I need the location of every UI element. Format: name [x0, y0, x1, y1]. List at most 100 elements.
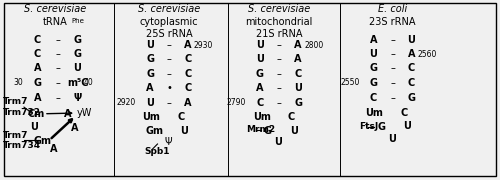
Text: –: – — [55, 78, 60, 88]
Text: G: G — [294, 98, 302, 108]
Text: U: U — [180, 125, 188, 136]
Text: C: C — [178, 112, 184, 122]
Text: U: U — [146, 98, 154, 108]
Text: –: – — [390, 78, 395, 88]
Text: A: A — [34, 93, 42, 103]
Text: yW: yW — [76, 108, 92, 118]
Text: 2550: 2550 — [340, 78, 359, 87]
Text: 2560: 2560 — [418, 50, 437, 59]
Text: U: U — [290, 125, 298, 136]
Text: C: C — [184, 83, 192, 93]
Text: –: – — [276, 98, 281, 108]
Text: G: G — [146, 54, 154, 64]
Text: G: G — [377, 122, 385, 132]
Text: –: – — [166, 40, 172, 50]
Text: Trm7
Trm732: Trm7 Trm732 — [2, 97, 40, 117]
Text: A: A — [50, 144, 58, 154]
Text: C: C — [288, 112, 294, 122]
Text: G: G — [34, 78, 42, 88]
Text: G: G — [74, 35, 82, 45]
Text: •: • — [166, 83, 172, 93]
Text: A: A — [294, 40, 302, 50]
Text: –: – — [276, 54, 281, 64]
Text: U: U — [146, 40, 154, 50]
Text: C: C — [400, 108, 407, 118]
Text: C: C — [184, 69, 192, 79]
Text: 23S rRNA: 23S rRNA — [369, 17, 416, 27]
Text: m⁵C: m⁵C — [67, 78, 88, 88]
Text: S. cerevisiae: S. cerevisiae — [138, 4, 200, 15]
Text: U: U — [74, 63, 82, 73]
Text: –: – — [276, 69, 281, 79]
Text: Um: Um — [366, 108, 384, 118]
Text: G: G — [146, 69, 154, 79]
Text: 2930: 2930 — [194, 40, 214, 50]
Text: A: A — [184, 40, 192, 50]
Text: Gm: Gm — [146, 126, 164, 136]
Text: –: – — [166, 98, 172, 108]
Text: U: U — [30, 122, 38, 132]
Text: G: G — [370, 78, 378, 88]
Text: U: U — [294, 83, 302, 93]
Text: G: G — [74, 49, 82, 59]
Text: mitochondrial: mitochondrial — [246, 17, 312, 27]
Text: Trm7
Trm734: Trm7 Trm734 — [2, 131, 40, 150]
Text: C: C — [184, 54, 192, 64]
Text: FtsJ: FtsJ — [359, 122, 378, 131]
Text: –: – — [55, 35, 60, 45]
Text: 2790: 2790 — [226, 98, 246, 107]
Text: Ψ: Ψ — [74, 93, 82, 103]
Text: A: A — [64, 109, 72, 119]
Text: A: A — [146, 83, 154, 93]
Text: C: C — [408, 63, 415, 73]
Text: U: U — [256, 40, 264, 50]
Text: 25S rRNA: 25S rRNA — [146, 29, 192, 39]
Text: A: A — [370, 35, 378, 45]
Text: tRNA: tRNA — [42, 17, 68, 27]
Text: Gm: Gm — [34, 136, 52, 146]
Text: G: G — [370, 63, 378, 73]
Text: C: C — [408, 78, 415, 88]
Text: –: – — [390, 63, 395, 73]
Text: Um: Um — [142, 112, 160, 122]
Text: –: – — [390, 93, 395, 103]
Text: –: – — [55, 49, 60, 59]
Text: 30: 30 — [14, 78, 24, 87]
Text: U: U — [274, 137, 282, 147]
Text: –: – — [55, 63, 60, 73]
Text: A: A — [256, 83, 264, 93]
Text: A: A — [72, 123, 79, 133]
Text: –: – — [55, 93, 60, 103]
Text: A: A — [408, 49, 416, 59]
Text: Mrm2: Mrm2 — [246, 125, 275, 134]
Text: G: G — [408, 93, 416, 103]
Text: –: – — [166, 69, 172, 79]
Text: –: – — [276, 40, 281, 50]
Text: Ψ: Ψ — [164, 137, 172, 147]
Text: –: – — [390, 49, 395, 59]
Text: 40: 40 — [84, 78, 93, 87]
Text: C: C — [256, 98, 264, 108]
Text: G: G — [256, 69, 264, 79]
FancyBboxPatch shape — [4, 3, 496, 175]
Text: U: U — [404, 121, 411, 131]
Text: S. cerevisiae: S. cerevisiae — [24, 4, 86, 15]
Text: –: – — [166, 54, 172, 64]
Text: S. cerevisiae: S. cerevisiae — [248, 4, 310, 15]
Text: A: A — [184, 98, 192, 108]
Text: 2920: 2920 — [117, 98, 136, 107]
Text: C: C — [34, 35, 41, 45]
Text: Um: Um — [253, 112, 271, 122]
Text: U: U — [388, 134, 396, 144]
Text: Phe: Phe — [71, 18, 84, 24]
Text: –: – — [390, 35, 395, 45]
Text: U: U — [370, 49, 378, 59]
Text: 2800: 2800 — [304, 40, 324, 50]
Text: A: A — [34, 63, 42, 73]
Text: E. coli: E. coli — [378, 4, 407, 15]
Text: U: U — [256, 54, 264, 64]
Text: A: A — [294, 54, 302, 64]
Text: C: C — [294, 69, 302, 79]
Text: C: C — [370, 93, 377, 103]
Text: C: C — [34, 49, 41, 59]
